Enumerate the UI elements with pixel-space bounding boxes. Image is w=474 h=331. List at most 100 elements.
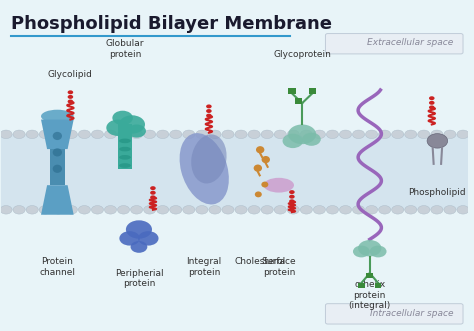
Circle shape	[78, 130, 91, 139]
Circle shape	[39, 130, 51, 139]
Ellipse shape	[119, 163, 131, 168]
Circle shape	[431, 130, 443, 139]
Circle shape	[379, 130, 391, 139]
Circle shape	[68, 90, 73, 94]
Circle shape	[365, 206, 378, 214]
Circle shape	[274, 206, 286, 214]
Circle shape	[418, 130, 430, 139]
Circle shape	[0, 130, 12, 139]
Circle shape	[91, 130, 103, 139]
Circle shape	[130, 206, 143, 214]
Circle shape	[274, 130, 286, 139]
Circle shape	[119, 115, 145, 134]
Circle shape	[313, 130, 326, 139]
FancyBboxPatch shape	[326, 33, 463, 54]
Circle shape	[289, 199, 295, 203]
Circle shape	[119, 231, 140, 246]
Circle shape	[68, 95, 73, 99]
Circle shape	[261, 206, 273, 214]
Circle shape	[206, 109, 212, 113]
Circle shape	[235, 206, 247, 214]
Text: Globular
protein: Globular protein	[106, 39, 144, 59]
Bar	[288, 88, 296, 94]
Circle shape	[353, 130, 365, 139]
Circle shape	[106, 119, 129, 136]
Text: Peripherial
protein: Peripherial protein	[115, 269, 163, 288]
Circle shape	[235, 130, 247, 139]
Circle shape	[353, 246, 370, 258]
Bar	[375, 283, 382, 288]
Ellipse shape	[254, 165, 262, 172]
Circle shape	[405, 130, 417, 139]
Circle shape	[128, 124, 146, 138]
Circle shape	[339, 206, 352, 214]
Text: α-helix
protein
(integral): α-helix protein (integral)	[349, 280, 391, 310]
Circle shape	[313, 206, 326, 214]
Circle shape	[457, 206, 469, 214]
Circle shape	[289, 195, 295, 199]
Circle shape	[170, 130, 182, 139]
Ellipse shape	[119, 147, 131, 151]
Circle shape	[157, 130, 169, 139]
Circle shape	[353, 206, 365, 214]
Circle shape	[429, 106, 435, 109]
Bar	[1, 134, 468, 172]
Bar	[295, 98, 302, 104]
Circle shape	[130, 241, 147, 253]
Circle shape	[392, 206, 404, 214]
Circle shape	[222, 130, 234, 139]
Circle shape	[13, 130, 25, 139]
Circle shape	[130, 130, 143, 139]
Circle shape	[183, 130, 195, 139]
Circle shape	[150, 186, 156, 190]
Bar	[118, 124, 132, 169]
Ellipse shape	[53, 165, 62, 173]
Text: Glycoprotein: Glycoprotein	[273, 50, 331, 59]
Circle shape	[327, 206, 338, 214]
Circle shape	[301, 206, 312, 214]
Circle shape	[206, 114, 212, 118]
Circle shape	[431, 206, 443, 214]
Circle shape	[248, 206, 260, 214]
Circle shape	[283, 134, 303, 148]
Polygon shape	[41, 119, 73, 149]
Circle shape	[429, 96, 435, 100]
Bar	[1, 172, 468, 210]
Text: Extracellular space: Extracellular space	[367, 38, 454, 47]
Circle shape	[91, 206, 103, 214]
Text: Protein
channel: Protein channel	[39, 258, 75, 277]
Circle shape	[427, 134, 447, 148]
Circle shape	[379, 206, 391, 214]
Circle shape	[26, 206, 38, 214]
Circle shape	[26, 130, 38, 139]
Circle shape	[52, 130, 64, 139]
Circle shape	[206, 105, 212, 108]
Circle shape	[196, 206, 208, 214]
Text: Glycolipid: Glycolipid	[48, 70, 93, 78]
Ellipse shape	[119, 139, 131, 143]
Circle shape	[392, 130, 404, 139]
Circle shape	[222, 206, 234, 214]
Circle shape	[370, 246, 386, 258]
Ellipse shape	[255, 191, 262, 197]
Circle shape	[104, 206, 117, 214]
Circle shape	[126, 220, 152, 239]
Text: Surface
protein: Surface protein	[262, 258, 296, 277]
Circle shape	[39, 206, 51, 214]
Circle shape	[52, 206, 64, 214]
Circle shape	[65, 130, 77, 139]
Circle shape	[289, 190, 295, 194]
Ellipse shape	[264, 178, 294, 193]
Circle shape	[13, 206, 25, 214]
Text: Cholesterol: Cholesterol	[235, 258, 286, 266]
FancyBboxPatch shape	[326, 304, 463, 324]
Ellipse shape	[119, 155, 131, 160]
Circle shape	[183, 206, 195, 214]
Circle shape	[118, 130, 129, 139]
Circle shape	[301, 130, 312, 139]
Polygon shape	[41, 185, 73, 215]
Circle shape	[248, 130, 260, 139]
Circle shape	[365, 130, 378, 139]
Circle shape	[287, 206, 300, 214]
Circle shape	[209, 206, 221, 214]
